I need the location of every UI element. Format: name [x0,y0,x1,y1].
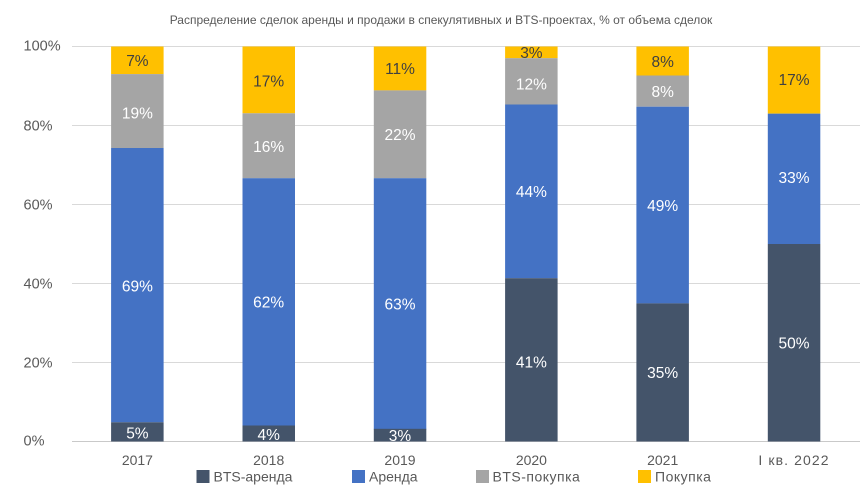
svg-text:2021: 2021 [647,452,678,468]
svg-text:100%: 100% [24,39,61,55]
svg-text:BTS-покупка: BTS-покупка [493,469,581,485]
svg-text:3%: 3% [389,428,412,445]
svg-text:Покупка: Покупка [655,469,711,485]
svg-text:41%: 41% [516,354,547,371]
svg-text:5%: 5% [126,425,149,442]
svg-text:2017: 2017 [122,452,153,468]
svg-text:0%: 0% [24,434,45,450]
svg-text:19%: 19% [122,105,153,122]
svg-text:60%: 60% [24,198,53,214]
svg-text:2018: 2018 [253,452,284,468]
svg-text:8%: 8% [651,54,674,71]
svg-text:11%: 11% [385,61,415,78]
svg-text:63%: 63% [384,297,415,314]
svg-text:40%: 40% [24,277,53,293]
svg-text:49%: 49% [647,198,678,215]
svg-text:Аренда: Аренда [369,469,418,485]
svg-text:3%: 3% [520,45,543,62]
svg-text:22%: 22% [384,127,415,144]
svg-text:33%: 33% [778,170,809,187]
svg-text:2019: 2019 [384,452,415,468]
svg-text:4%: 4% [257,427,280,444]
svg-text:50%: 50% [778,336,809,353]
svg-text:69%: 69% [122,279,153,296]
svg-text:7%: 7% [126,53,149,70]
svg-text:80%: 80% [24,119,53,135]
svg-text:17%: 17% [253,74,284,91]
svg-text:Распределение сделок аренды и: Распределение сделок аренды и продажи в … [170,13,713,27]
svg-text:44%: 44% [516,184,547,201]
svg-text:35%: 35% [647,365,678,382]
svg-text:62%: 62% [253,295,284,312]
svg-text:8%: 8% [651,84,674,101]
svg-text:2020: 2020 [516,452,547,468]
svg-text:16%: 16% [253,139,284,156]
svg-text:17%: 17% [778,72,809,89]
svg-text:12%: 12% [516,77,547,94]
svg-text:BTS-аренда: BTS-аренда [214,469,293,485]
svg-text:20%: 20% [24,356,53,372]
svg-text:I кв. 2022: I кв. 2022 [758,452,829,468]
